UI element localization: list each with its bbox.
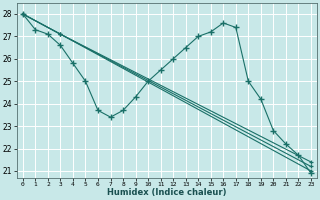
X-axis label: Humidex (Indice chaleur): Humidex (Indice chaleur) [107,188,227,197]
